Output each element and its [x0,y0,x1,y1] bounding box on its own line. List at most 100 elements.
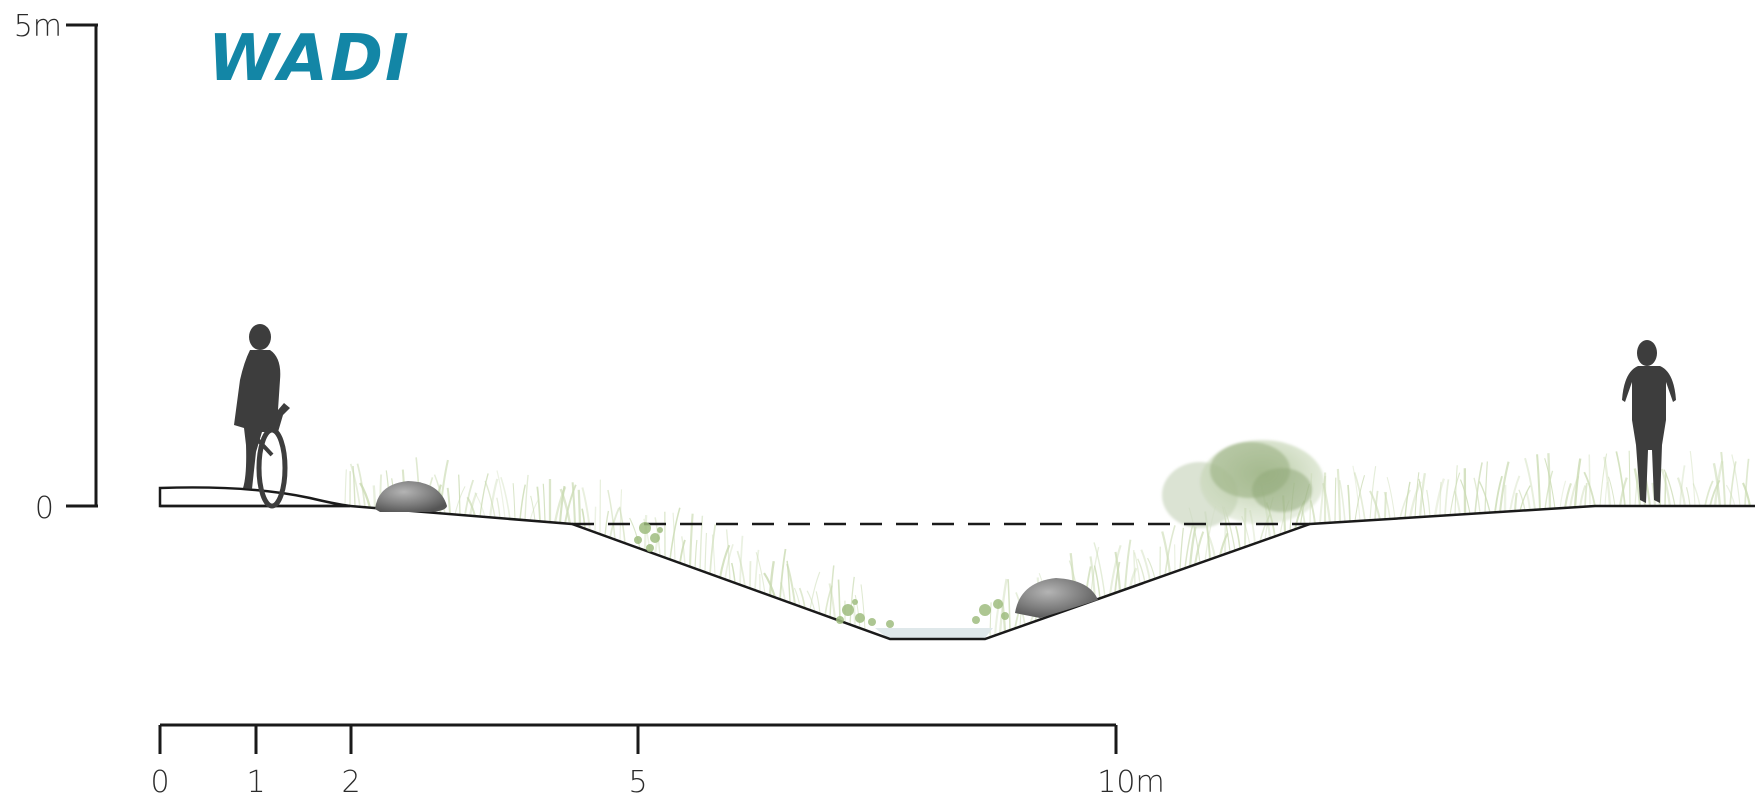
grass-tuft-icon [542,483,546,522]
grass-tuft-icon [1128,567,1138,588]
grass-tuft-icon [1354,475,1366,522]
grass-tuft-icon [1660,468,1672,507]
grass-tuft-icon [1709,479,1721,507]
grass-tuft-icon [1161,531,1172,574]
grass-tuft-icon [352,465,356,507]
grass-tuft-icon [1720,451,1726,507]
grass-tuft-icon [1338,479,1346,522]
grass-tuft-icon [619,489,623,542]
grass-tuft-icon [1194,531,1205,565]
grass-tuft-icon [731,562,736,584]
vertical-scale-bar: 5m 0 [14,9,98,526]
grass-tuft-icon [1439,481,1442,516]
grass-tuft-icon [1007,579,1011,631]
grass-tuft-icon [530,495,536,522]
cyclist-silhouette-icon [234,324,290,509]
grass-tuft-icon [724,543,734,580]
grass-tuft-icon [725,529,731,582]
grass-tuft-icon [1509,475,1521,512]
grass-tuft-icon [709,524,717,574]
horizontal-scale-bar: 0 1 2 5 10m [150,723,1165,800]
grass-tuft-icon [1114,551,1122,592]
grass-tuft-icon [704,532,708,573]
grass-tuft-icon [1319,475,1327,524]
grass-tuft-icon [1525,491,1531,511]
grass-tuft-icon [1474,462,1483,514]
water-channel [875,628,993,638]
grass-tuft-icon [519,484,526,520]
grass-tuft-icon [1689,450,1696,507]
grass-tuft-icon [496,497,501,519]
grass-tuft-icon [1712,463,1722,507]
grass-tuft-icon [1513,492,1518,512]
grass-tuft-icon [433,474,446,514]
grass-tuft-icon [763,572,777,598]
grass-tuft-icon [793,587,801,607]
grass-tuft-icon [798,587,806,609]
grass-tuft-icon [474,492,486,518]
vertical-scale-top-label: 5m [14,9,62,44]
grass-tuft-icon [496,470,506,519]
grass-tuft-icon [484,480,496,518]
grass-tuft-icon [468,492,478,516]
grass-tuft-icon [694,539,698,569]
grass-tuft-icon [500,477,511,520]
grass-tuft-icon [1731,454,1741,507]
grass-tuft-icon [604,510,610,536]
grass-tuft-icon [1615,451,1626,507]
grass-tuft-icon [1742,482,1752,507]
grass-tuft-icon [1603,456,1612,507]
grass-tuft-icon [464,479,475,516]
grass-tuft-icon [837,579,841,621]
grass-tuft-icon [1559,480,1567,509]
grass-tuft-icon [536,486,541,522]
grass-tuft-icon [1498,461,1510,513]
grass-tuft-icon [779,548,787,600]
grass-tuft-icon [736,550,746,587]
grass-tuft-icon [1663,469,1676,507]
grass-tuft-icon [1133,552,1141,585]
grass-tuft-icon [1524,457,1536,510]
grass-tuft-icon [1578,485,1587,508]
vertical-scale-zero-label: 0 [35,491,54,526]
grass-tuft-icon [1584,482,1588,507]
grass-tuft-icon [1404,481,1411,519]
grass-tuft-icon [672,512,676,562]
grass-tuft-icon [1704,480,1714,507]
grass-tuft-icon [577,489,582,527]
grass-tuft-icon [1164,525,1176,576]
grass-tuft-icon [1494,475,1503,513]
grass-tuft-icon [581,487,591,531]
grass-tuft-icon [558,485,566,524]
grass-tuft-icon [1544,470,1554,510]
grass-tuft-icon [809,571,821,611]
grass-tuft-icon [1418,478,1426,517]
grass-tuft-icon [1334,477,1337,523]
grass-tuft-icon [1336,468,1342,523]
grass-tuft-icon [1132,550,1136,586]
grass-tuft-icon [594,506,597,533]
grass-tuft-icon [571,482,577,526]
grass-tuft-icon [1583,471,1596,507]
grass-tuft-icon [1218,532,1229,557]
grass-tuft-icon [1414,472,1420,518]
grass-tuft-icon [1633,468,1642,507]
grass-tuft-icon [786,560,791,603]
grass-tuft-icon [1573,458,1582,508]
grass-tuft-icon [372,485,377,509]
grass-tuft-icon [1473,477,1481,514]
grass-tuft-icon [755,552,766,594]
grass-tuft-icon [1124,539,1132,590]
grass-tuft-icon [1433,478,1446,517]
grass-tuft-icon [1563,483,1572,509]
scale-label-10m: 10m [1097,765,1164,800]
grass-tuft-icon [1179,527,1185,571]
grass-tuft-icon [852,604,857,627]
grass-tuft-icon [854,594,861,629]
grass-tuft-icon [849,576,855,625]
rock-icon [1015,578,1098,618]
grass-tuft-icon [1676,477,1687,507]
grass-tuft-icon [349,463,361,507]
grass-tuft-icon [1459,479,1471,514]
grass-tuft-icon [559,488,572,525]
